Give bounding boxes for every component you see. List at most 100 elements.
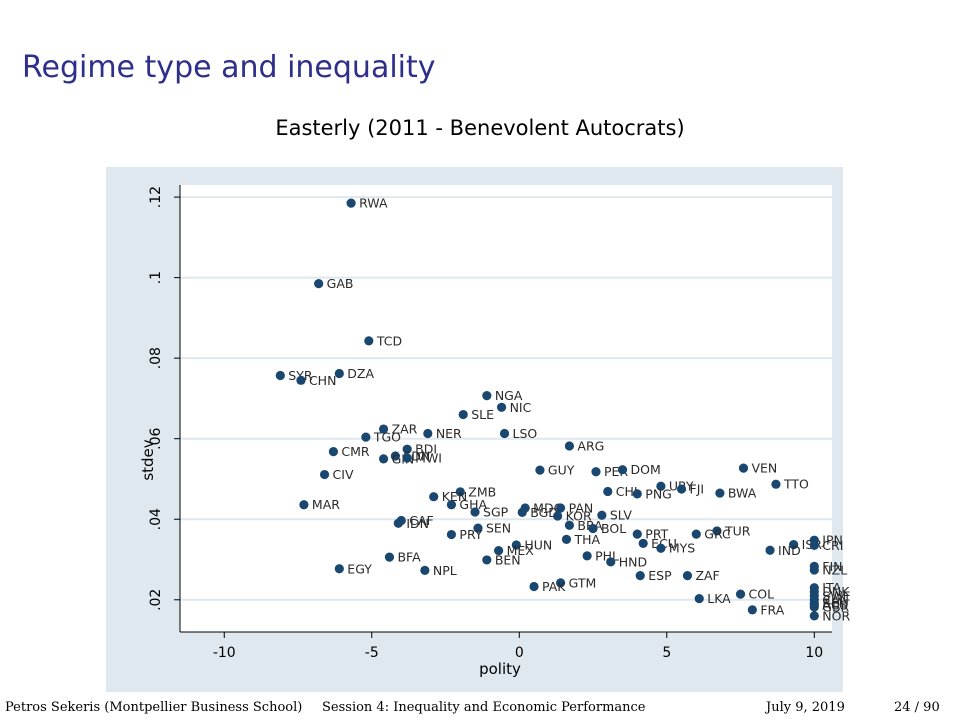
data-point <box>482 391 492 401</box>
data-point <box>482 555 492 565</box>
data-point <box>496 402 507 412</box>
data-point-label: TGO <box>373 430 401 445</box>
data-point-label: IDN <box>406 516 429 531</box>
data-point-label: IND <box>778 543 801 558</box>
footer-author: Petros Sekeris (Montpellier Business Sch… <box>5 700 303 715</box>
data-point <box>738 463 749 473</box>
data-point-label: CHN <box>309 373 336 388</box>
data-point-label: LSO <box>513 426 538 441</box>
data-point <box>555 578 566 588</box>
data-point-label: DOM <box>631 462 661 477</box>
data-point-label: KEN <box>442 489 467 504</box>
data-point-label: MYS <box>669 541 695 556</box>
data-point-label: GTM <box>569 575 597 590</box>
data-point-label: GHA <box>459 497 487 512</box>
data-point-label: BDI <box>415 442 437 457</box>
data-point <box>715 488 725 498</box>
data-point-label: ZMB <box>468 484 496 499</box>
data-point-label: CAN <box>822 592 849 607</box>
data-point-label: PNG <box>645 486 672 501</box>
data-point-label: ARG <box>577 438 604 453</box>
data-point-label: FJI <box>690 482 705 497</box>
data-point <box>809 565 819 575</box>
data-point-label: NZL <box>822 562 847 577</box>
y-axis-label: stdev <box>139 439 157 480</box>
data-point <box>319 469 330 480</box>
data-point-label: NIC <box>510 400 532 415</box>
data-point-label: DZA <box>347 366 374 381</box>
data-point <box>384 552 395 562</box>
data-point <box>455 487 465 497</box>
x-tick-label: 10 <box>805 645 823 661</box>
data-point <box>735 589 746 599</box>
data-point <box>511 540 521 550</box>
data-point <box>314 279 324 289</box>
data-point <box>423 428 433 439</box>
data-point <box>420 565 430 575</box>
data-point <box>564 520 575 530</box>
y-tick-label: .08 <box>148 347 164 369</box>
data-point-label: BFA <box>397 550 421 565</box>
data-point-label: AUS <box>822 598 848 613</box>
data-point <box>809 611 819 621</box>
data-point-label: VEN <box>751 461 777 476</box>
data-point <box>334 564 344 574</box>
data-point <box>632 489 642 499</box>
data-point <box>296 375 306 385</box>
data-point <box>691 529 701 539</box>
data-point <box>553 511 563 521</box>
data-point <box>712 526 722 536</box>
y-tick-label: .1 <box>148 271 164 284</box>
data-point <box>588 523 598 534</box>
data-point-label: PAK <box>542 579 566 594</box>
chart-title: Easterly (2011 - Benevolent Autocrats) <box>275 116 685 140</box>
data-point-label: DNK <box>822 584 850 599</box>
data-point-label: SWE <box>822 588 850 603</box>
data-point-label: TCD <box>376 333 402 348</box>
data-point <box>529 581 539 592</box>
data-point-label: MWI <box>415 451 442 466</box>
data-point-label: HND <box>619 554 647 569</box>
data-point <box>617 465 628 475</box>
data-point-label: CMR <box>341 444 370 459</box>
x-tick-label: 5 <box>662 645 671 661</box>
data-point-label: COL <box>749 587 775 602</box>
data-point-label: GAB <box>327 276 354 291</box>
data-point-label: SLV <box>610 508 633 523</box>
data-point-label: GBR <box>822 600 849 615</box>
data-point-label: ESP <box>648 568 672 583</box>
data-point <box>393 518 403 528</box>
data-point <box>361 432 371 442</box>
data-point-label: NER <box>436 426 462 441</box>
data-point <box>458 409 468 420</box>
y-tick-label: .02 <box>148 589 164 611</box>
slide-title: Regime type and inequality <box>22 50 436 85</box>
data-point <box>499 428 510 439</box>
footer: Petros Sekeris (Montpellier Business Sch… <box>0 698 960 720</box>
data-point <box>446 529 457 540</box>
data-point-label: GRC <box>704 527 731 542</box>
data-point <box>765 545 775 555</box>
data-point <box>597 510 607 520</box>
data-point <box>561 534 572 544</box>
data-point-label: RWA <box>359 196 388 211</box>
data-point <box>635 571 645 581</box>
data-point-label: EGY <box>347 561 372 576</box>
data-point-label: CIV <box>333 467 354 482</box>
data-point-label: THA <box>573 532 600 547</box>
data-point-label: SGP <box>483 504 509 519</box>
data-point-label: NGA <box>495 388 523 403</box>
data-point-label: SEN <box>486 521 511 536</box>
data-point <box>494 546 504 556</box>
data-point <box>328 446 339 457</box>
data-point <box>473 523 483 533</box>
data-point <box>591 467 601 477</box>
data-point <box>656 543 666 553</box>
data-point-label: PRT <box>645 527 668 542</box>
data-point-label: MAR <box>312 497 340 512</box>
footer-date: July 9, 2019 <box>766 700 845 715</box>
data-point <box>402 444 412 454</box>
data-point <box>603 486 613 497</box>
data-point <box>346 198 356 208</box>
data-point-label: KOR <box>566 509 592 524</box>
